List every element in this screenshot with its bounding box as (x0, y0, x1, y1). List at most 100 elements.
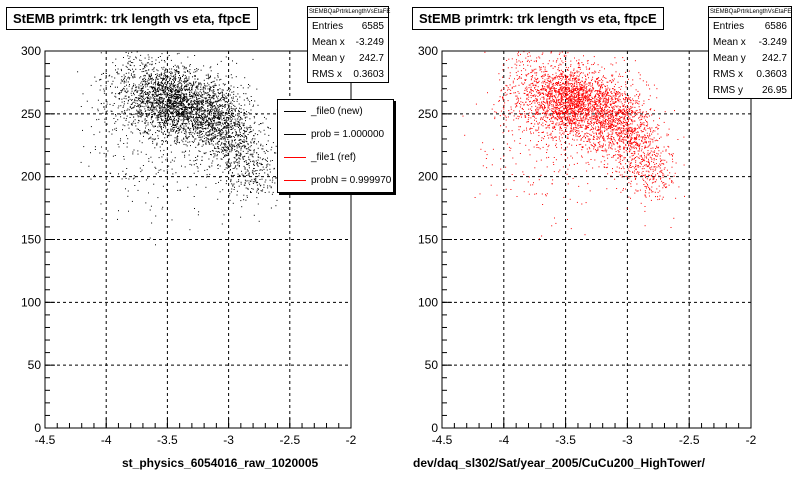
data-point (190, 112, 192, 114)
data-point (249, 149, 251, 151)
data-point (192, 96, 193, 98)
data-point (117, 143, 119, 145)
data-point (176, 113, 178, 115)
data-point (194, 120, 196, 122)
data-point (258, 175, 260, 177)
data-point (195, 100, 197, 102)
data-point (561, 100, 563, 102)
data-point (556, 82, 557, 83)
data-point (262, 158, 264, 160)
data-point (223, 119, 225, 121)
data-point (137, 97, 139, 99)
data-point (223, 143, 225, 145)
data-point (188, 136, 190, 138)
data-point (198, 98, 200, 100)
data-point (175, 89, 177, 91)
data-point (270, 207, 272, 209)
data-point (563, 112, 565, 114)
data-point (549, 134, 551, 136)
data-point (151, 105, 152, 107)
data-point (191, 100, 193, 102)
data-point (170, 108, 172, 110)
data-point (584, 119, 586, 121)
data-point (133, 120, 135, 122)
data-point (230, 181, 232, 183)
data-point (217, 168, 219, 169)
data-point (210, 70, 212, 72)
data-point (111, 76, 113, 78)
data-point (202, 128, 204, 130)
data-point (582, 117, 584, 119)
data-point (159, 97, 161, 99)
data-point (564, 79, 566, 81)
data-point (275, 152, 277, 154)
data-point (557, 96, 559, 98)
data-point (243, 194, 245, 196)
data-point (252, 181, 254, 183)
data-point (210, 139, 212, 141)
data-point (179, 82, 181, 84)
data-point (255, 173, 257, 175)
y-tick-label: 300 (21, 44, 41, 58)
data-point (171, 100, 173, 102)
data-point (139, 109, 141, 111)
data-point (187, 115, 189, 117)
data-point (578, 90, 580, 92)
data-point (206, 78, 208, 79)
data-point (164, 70, 166, 72)
data-point (163, 105, 165, 107)
data-point (218, 109, 220, 111)
data-point (239, 123, 241, 125)
data-point (171, 72, 173, 74)
data-point (126, 115, 128, 117)
data-point (155, 98, 157, 100)
data-point (601, 78, 602, 80)
data-point (253, 150, 255, 152)
data-point (175, 92, 177, 94)
data-point (252, 105, 254, 107)
data-point (169, 96, 171, 98)
data-point (569, 78, 571, 80)
data-point (256, 191, 258, 193)
data-point (561, 86, 563, 88)
data-point (230, 126, 232, 128)
data-point (180, 98, 182, 100)
data-point (231, 188, 233, 190)
data-point (248, 172, 250, 174)
data-point (254, 100, 256, 102)
data-point (158, 101, 160, 103)
data-point (221, 113, 223, 115)
data-point (594, 97, 596, 98)
data-point (164, 61, 166, 63)
data-point (167, 99, 169, 101)
data-point (570, 124, 572, 126)
data-point (192, 97, 194, 99)
data-point (550, 87, 552, 89)
data-point (208, 96, 210, 98)
x-tick-label: -3 (223, 433, 234, 447)
data-point (213, 116, 214, 118)
data-point (222, 95, 223, 97)
data-point (123, 80, 125, 82)
data-point (217, 107, 219, 109)
data-point (266, 144, 267, 145)
data-point (201, 94, 203, 96)
data-point (174, 108, 176, 110)
stats-label: Mean x (312, 37, 345, 48)
data-point (588, 68, 590, 70)
left-stats-row: Mean y 242.7 (308, 50, 388, 66)
data-point (124, 85, 126, 87)
data-point (242, 175, 244, 177)
data-point (235, 153, 237, 155)
data-point (552, 130, 554, 132)
data-point (230, 165, 232, 167)
data-point (217, 114, 219, 116)
data-point (528, 117, 530, 119)
data-point (205, 152, 207, 154)
data-point (196, 101, 198, 103)
data-point (567, 105, 569, 107)
data-point (257, 134, 259, 136)
data-point (230, 174, 232, 176)
data-point (210, 101, 212, 103)
data-point (199, 124, 201, 126)
